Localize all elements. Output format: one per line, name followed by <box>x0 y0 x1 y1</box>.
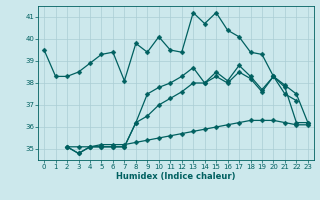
X-axis label: Humidex (Indice chaleur): Humidex (Indice chaleur) <box>116 172 236 181</box>
